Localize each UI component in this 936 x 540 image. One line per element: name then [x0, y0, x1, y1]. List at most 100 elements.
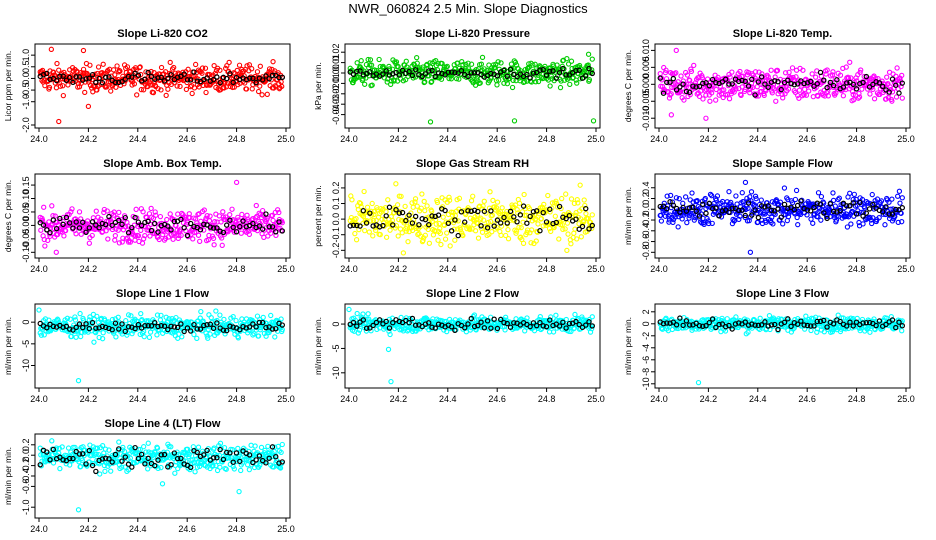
data-point	[709, 90, 715, 96]
data-point	[518, 224, 524, 231]
outlier-point	[747, 249, 754, 255]
data-point	[202, 65, 209, 71]
data-point	[830, 197, 837, 204]
data-point	[57, 218, 63, 224]
data-point	[422, 79, 428, 85]
data-point	[102, 468, 108, 475]
overlay-point	[494, 325, 501, 332]
y-tick-label: -5	[331, 344, 341, 352]
overlay-point	[412, 213, 419, 220]
overlay-point	[501, 319, 507, 326]
data-point	[235, 335, 242, 341]
data-point	[189, 90, 195, 97]
overlay-point	[670, 202, 677, 208]
overlay-point	[696, 213, 703, 219]
y-axis-label: ml/min per min.	[313, 317, 323, 375]
x-tick-label: 24.6	[178, 394, 196, 404]
data-point	[420, 237, 426, 244]
data-point	[848, 221, 854, 227]
overlay-point	[843, 80, 850, 86]
data-point	[780, 95, 786, 101]
data-point	[177, 83, 183, 90]
y-tick-label: -0.4	[641, 223, 651, 239]
overlay-point	[386, 325, 393, 331]
data-point	[733, 314, 739, 320]
overlay-point	[657, 203, 663, 210]
data-point	[851, 97, 857, 103]
data-point	[583, 210, 589, 217]
data-point	[452, 237, 458, 243]
overlay-point	[830, 208, 837, 215]
data-point	[713, 97, 719, 103]
x-tick-label: 24.0	[30, 264, 48, 274]
overlay-point	[243, 325, 250, 331]
data-point	[178, 232, 184, 239]
y-tick-label: 0.000	[641, 73, 651, 96]
overlay-point	[50, 323, 57, 330]
y-tick-label: -0.6	[21, 479, 31, 495]
data-point	[662, 69, 669, 76]
data-point	[455, 218, 461, 224]
overlay-point	[589, 222, 595, 229]
data-point	[572, 311, 578, 318]
data-point	[368, 328, 374, 334]
data-point	[91, 339, 97, 345]
overlay-point	[524, 220, 530, 226]
overlay-point	[416, 222, 422, 228]
data-point	[387, 331, 393, 338]
overlay-point	[165, 223, 171, 229]
overlay-point	[762, 81, 768, 87]
overlay-point	[370, 223, 376, 229]
data-point	[150, 454, 157, 460]
data-point	[148, 205, 154, 212]
data-point	[433, 221, 439, 227]
data-point	[173, 314, 179, 321]
data-point	[562, 226, 568, 232]
x-tick-label: 24.0	[340, 394, 358, 404]
overlay-point	[80, 219, 86, 225]
data-point	[140, 209, 146, 215]
data-point	[524, 315, 530, 321]
data-point	[505, 227, 511, 233]
data-point	[824, 213, 830, 219]
overlay-point	[667, 320, 673, 326]
overlay-point	[729, 326, 735, 332]
data-point	[726, 188, 732, 195]
overlay-point	[726, 209, 732, 216]
data-point	[502, 232, 509, 239]
overlay-point	[429, 213, 435, 219]
data-point	[686, 215, 692, 221]
plot-frame	[654, 43, 911, 129]
overlay-point	[448, 69, 455, 75]
overlay-point	[873, 322, 879, 329]
panel-title: Slope Li-820 Temp.	[733, 28, 832, 40]
overlay-point	[201, 322, 207, 329]
overlay-point	[96, 75, 102, 82]
overlay-point	[706, 200, 713, 207]
data-point	[489, 229, 495, 235]
plot-frame	[344, 303, 601, 389]
overlay-point	[824, 215, 830, 222]
data-point	[761, 92, 767, 99]
overlay-point	[543, 72, 550, 79]
overlay-point	[468, 70, 474, 76]
outlier-point	[80, 47, 87, 54]
overlay-point	[471, 69, 478, 76]
overlay-point	[722, 76, 729, 82]
data-point	[175, 235, 181, 241]
overlay-point	[142, 322, 148, 329]
overlay-point	[269, 72, 276, 79]
overlay-point	[419, 216, 425, 222]
data-point	[793, 187, 800, 194]
overlay-point	[667, 79, 673, 85]
overlay-point	[752, 322, 758, 328]
data-point	[212, 218, 218, 225]
overlay-point	[210, 325, 217, 332]
data-point	[770, 221, 776, 227]
data-point	[131, 81, 138, 87]
data-point	[437, 225, 443, 232]
data-point	[733, 193, 739, 199]
overlay-point	[893, 324, 899, 331]
outlier-point	[36, 307, 42, 313]
